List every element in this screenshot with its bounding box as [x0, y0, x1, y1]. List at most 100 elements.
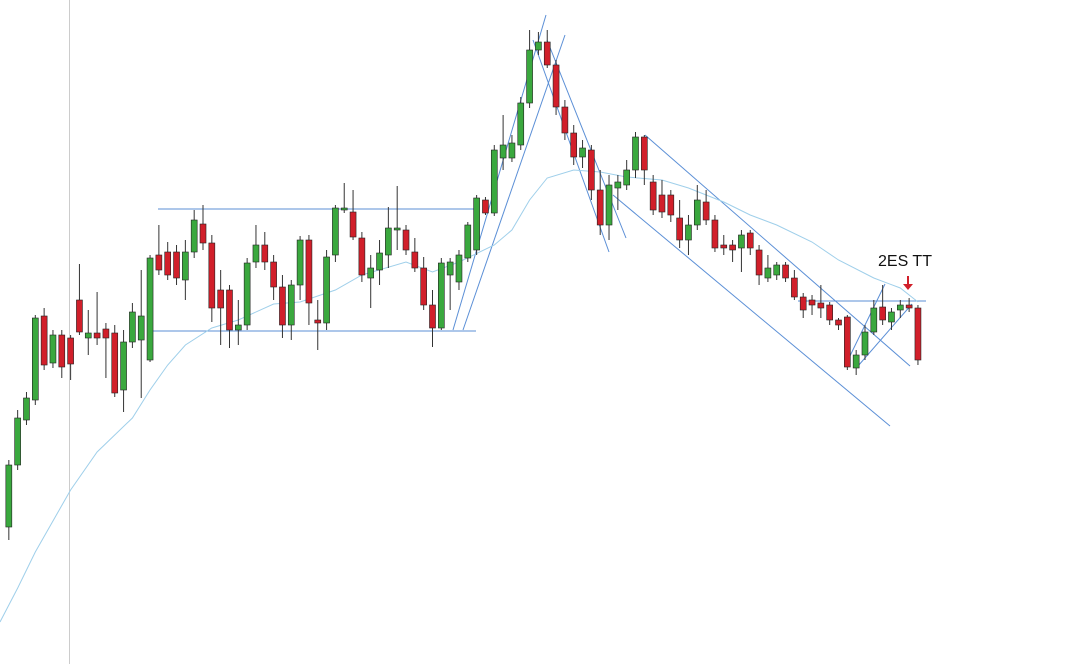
candle-body: [641, 136, 648, 171]
candle-body: [314, 319, 322, 324]
candle-body: [32, 317, 39, 401]
candle-body: [464, 224, 472, 259]
candle-body: [773, 264, 781, 276]
candle-body: [561, 106, 569, 134]
candle-body: [93, 332, 101, 339]
candle-body: [279, 286, 286, 326]
candle-body: [84, 332, 92, 339]
candle-body: [49, 334, 57, 364]
candle-body: [764, 267, 772, 279]
candle-body: [58, 334, 66, 368]
candle-body: [14, 417, 21, 466]
trend-lines: [150, 14, 926, 427]
candle-body: [393, 227, 401, 231]
candle-body: [517, 102, 525, 146]
candle-body: [270, 261, 277, 288]
candle-body: [570, 132, 578, 158]
candle-body: [76, 299, 83, 333]
candle-body: [129, 311, 136, 343]
candle-body: [852, 354, 860, 369]
candle-body: [614, 181, 622, 189]
candle-body: [287, 284, 295, 326]
candle-body: [632, 136, 639, 171]
candle-body: [746, 232, 754, 249]
candle-body: [323, 256, 330, 324]
candle-body: [438, 262, 445, 329]
candle-body: [499, 144, 507, 159]
candle-body: [261, 244, 269, 263]
arrow: [903, 276, 913, 290]
trend-line: [847, 283, 886, 361]
candle-body: [508, 142, 516, 159]
candle-body: [411, 251, 419, 269]
candle-body: [349, 211, 357, 238]
candle-body: [226, 289, 233, 331]
candle-body: [905, 304, 913, 309]
candle-body: [102, 328, 110, 339]
candle-body: [596, 189, 604, 226]
candle-body: [111, 332, 119, 394]
candle-body: [888, 311, 895, 323]
candle-body: [526, 49, 533, 104]
candle-body: [235, 324, 242, 331]
candle-body: [817, 302, 825, 309]
trend-line: [857, 303, 913, 367]
candle-body: [826, 304, 833, 321]
trend-line: [546, 39, 627, 239]
candle-body: [535, 41, 542, 51]
candle-body: [870, 307, 878, 333]
candle-body: [208, 242, 216, 309]
candle-body: [729, 244, 736, 251]
candle-body: [455, 254, 463, 283]
candle-body: [420, 267, 427, 306]
candle-body: [137, 315, 145, 341]
channel-bottom: [612, 194, 891, 427]
candle-body: [173, 251, 180, 279]
candle-body: [914, 307, 922, 361]
candle-body: [182, 251, 189, 281]
candle-body: [120, 341, 127, 391]
candle-body: [711, 219, 719, 249]
candle-body: [482, 199, 489, 214]
candle-body: [402, 229, 410, 251]
candle-body: [217, 289, 224, 309]
candle-body: [358, 237, 366, 276]
candle-body: [861, 331, 869, 356]
candle-body: [667, 194, 675, 216]
candle-body: [190, 219, 198, 253]
candle-body: [658, 194, 666, 213]
arrow-head: [903, 284, 913, 290]
candle-body: [23, 397, 30, 421]
candle-body: [685, 224, 692, 241]
candle-body: [720, 244, 728, 249]
candle-body: [243, 262, 251, 326]
candle-body: [782, 264, 789, 279]
candle-body: [446, 261, 454, 276]
candle-body: [579, 147, 586, 158]
candle-body: [429, 304, 436, 329]
candle-body: [552, 64, 560, 108]
candle-body: [67, 337, 74, 365]
candle-body: [835, 319, 842, 326]
candle-body: [676, 217, 683, 241]
candle-body: [693, 199, 701, 226]
candle-body: [605, 184, 613, 226]
candle-body: [155, 254, 163, 271]
candle-body: [473, 197, 480, 251]
moving-average: [0, 169, 919, 623]
candle-body: [252, 244, 260, 263]
candle-body: [623, 169, 630, 186]
candle-body: [367, 267, 375, 279]
candle-body: [376, 252, 383, 271]
candle-body: [702, 201, 710, 221]
candle-body: [490, 149, 498, 214]
candle-body: [896, 304, 904, 311]
candle-body: [844, 316, 851, 368]
candle-body: [332, 207, 339, 256]
annotation: 2ES TT: [878, 253, 932, 270]
candle-body: [649, 181, 657, 211]
candle-body: [738, 234, 745, 249]
candle-body: [305, 239, 313, 304]
